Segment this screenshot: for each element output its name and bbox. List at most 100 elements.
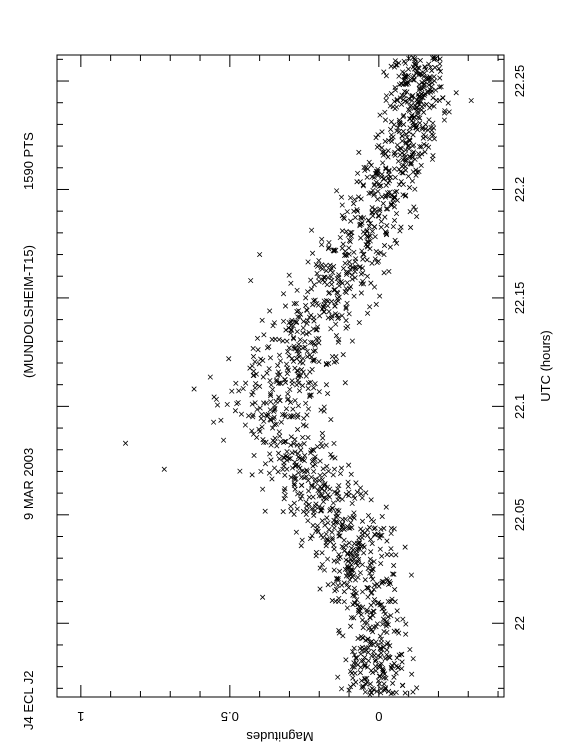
- data-point: [291, 482, 297, 488]
- data-point: [349, 500, 355, 507]
- data-point: [379, 580, 385, 586]
- data-point: [321, 483, 327, 489]
- data-point: [377, 293, 383, 299]
- data-point: [329, 529, 335, 535]
- data-point: [270, 386, 276, 393]
- data-point: [331, 558, 337, 564]
- data-point: [317, 488, 323, 494]
- data-point: [396, 117, 402, 123]
- data-point: [339, 228, 345, 234]
- data-point: [396, 73, 402, 79]
- data-point: [335, 497, 341, 503]
- data-point: [249, 472, 255, 478]
- data-point: [319, 505, 325, 511]
- data-point: [274, 443, 280, 449]
- data-point: [412, 186, 418, 192]
- data-point: [394, 608, 400, 614]
- x-tick-label: 22.1: [512, 394, 527, 419]
- data-point: [407, 115, 413, 122]
- data-point: [297, 442, 303, 448]
- data-point: [353, 655, 359, 661]
- data-point-outlier: [441, 117, 447, 123]
- data-point: [379, 174, 385, 180]
- data-point: [416, 87, 423, 93]
- data-point: [375, 188, 381, 194]
- data-point: [260, 374, 266, 380]
- data-point: [399, 133, 405, 139]
- data-point: [321, 471, 328, 478]
- data-point: [325, 246, 332, 252]
- data-point: [325, 520, 331, 526]
- data-point: [374, 688, 380, 694]
- data-point: [354, 551, 360, 557]
- data-point: [362, 620, 368, 626]
- data-point: [362, 676, 368, 682]
- data-point: [375, 132, 381, 138]
- data-point: [360, 229, 366, 235]
- data-point: [400, 170, 406, 176]
- data-point: [349, 338, 355, 344]
- data-point: [350, 649, 356, 655]
- data-point: [300, 318, 307, 325]
- data-point: [299, 468, 305, 474]
- data-point: [368, 641, 374, 648]
- data-point: [355, 170, 361, 176]
- data-point: [316, 389, 322, 395]
- data-point: [296, 341, 302, 347]
- data-point: [372, 234, 378, 240]
- data-point: [342, 380, 348, 386]
- data-point: [410, 150, 416, 156]
- data-point: [308, 227, 315, 233]
- data-point: [307, 369, 313, 375]
- data-point: [384, 538, 390, 544]
- data-point: [358, 664, 364, 670]
- data-point: [419, 72, 426, 78]
- plot-frame: [56, 54, 505, 698]
- data-point: [383, 206, 390, 212]
- data-point: [253, 381, 259, 387]
- data-point: [272, 439, 278, 445]
- data-point: [335, 298, 341, 304]
- data-point: [353, 656, 359, 662]
- data-point: [303, 474, 310, 480]
- data-point: [364, 585, 370, 591]
- data-point: [413, 125, 419, 131]
- data-point: [333, 354, 339, 360]
- data-point: [339, 521, 345, 527]
- data-point: [314, 270, 320, 277]
- data-point: [408, 161, 414, 167]
- data-point: [421, 82, 427, 89]
- data-point: [355, 562, 361, 569]
- data-point: [296, 351, 302, 357]
- data-point: [362, 577, 368, 583]
- x-axis-label: UTC (hours): [538, 330, 553, 402]
- data-point: [365, 658, 372, 664]
- data-point: [406, 146, 412, 152]
- data-point: [379, 513, 385, 520]
- data-point: [422, 64, 428, 70]
- data-point: [368, 609, 374, 615]
- data-point: [284, 466, 290, 472]
- data-point: [345, 483, 351, 489]
- data-point: [263, 412, 269, 418]
- data-point: [344, 280, 350, 286]
- data-point: [271, 408, 277, 414]
- data-point: [405, 173, 412, 179]
- data-point: [319, 443, 325, 450]
- data-point: [303, 331, 309, 337]
- data-point-outlier: [260, 594, 266, 600]
- data-point: [412, 156, 418, 162]
- data-point: [393, 663, 399, 669]
- data-point: [336, 598, 342, 604]
- data-point: [304, 348, 310, 354]
- data-point: [330, 521, 336, 527]
- data-point: [305, 406, 312, 412]
- data-point: [348, 556, 354, 563]
- data-point: [262, 461, 269, 467]
- data-point: [349, 276, 355, 282]
- data-point: [257, 383, 263, 389]
- data-point: [437, 68, 443, 74]
- data-point: [256, 426, 262, 432]
- data-point: [309, 354, 315, 360]
- data-point: [358, 612, 364, 618]
